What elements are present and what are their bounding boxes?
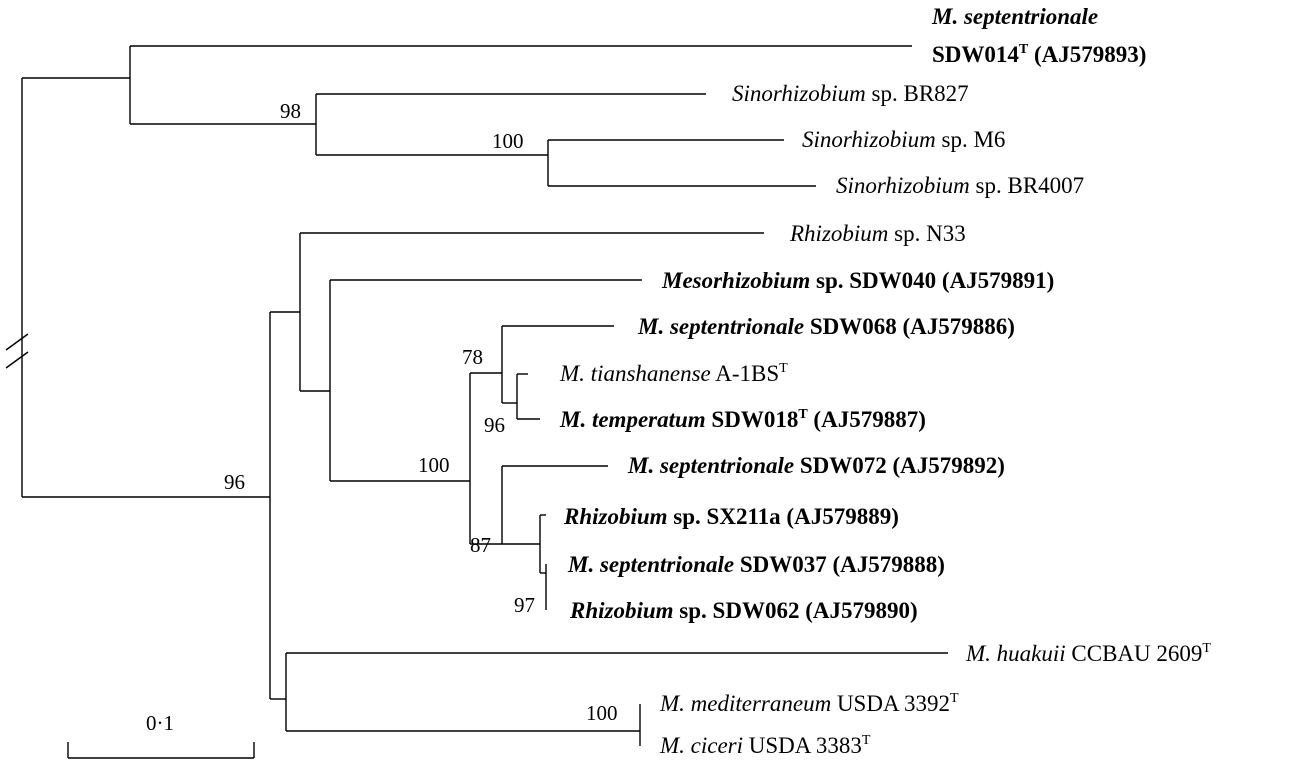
taxon-label: M. septentrionale SDW072 (AJ579892): [627, 453, 1005, 478]
bootstrap-value: 97: [514, 593, 535, 617]
taxon-label: Sinorhizobium sp. M6: [802, 127, 1005, 152]
taxon-label: Sinorhizobium sp. BR4007: [836, 173, 1084, 198]
bootstrap-value: 100: [492, 129, 524, 153]
taxon-labels: M. septentrionale SDW014T (AJ579893) Sin…: [559, 4, 1211, 758]
taxon-label: Rhizobium sp. N33: [789, 221, 966, 246]
bootstrap-values: 98 100 78 96 100 87 97 96 100: [224, 99, 618, 725]
branch-break-mark: [5, 351, 29, 369]
taxon-label: Rhizobium sp. SDW062 (AJ579890): [569, 598, 918, 623]
bootstrap-value: 87: [470, 533, 491, 557]
bootstrap-value: 100: [418, 453, 450, 477]
bootstrap-value: 96: [484, 413, 505, 437]
taxon-label: M. septentrionale SDW037 (AJ579888): [567, 552, 945, 577]
branch-break-mark: [5, 333, 29, 351]
scale-bar: 0·1: [67, 711, 255, 759]
scale-bar-label: 0·1: [146, 711, 174, 735]
upper-clade-branches: [129, 45, 912, 187]
taxon-label: SDW014T (AJ579893): [932, 42, 1146, 67]
taxon-label: Mesorhizobium sp. SDW040 (AJ579891): [661, 268, 1054, 293]
bootstrap-value: 96: [224, 470, 245, 494]
lower-clade-branches: [269, 232, 948, 746]
taxon-label: M. ciceri USDA 3383T: [659, 733, 871, 758]
bootstrap-value: 98: [280, 99, 301, 123]
bootstrap-value: 78: [462, 345, 483, 369]
taxon-label: M. tianshanense A-1BST: [559, 361, 788, 386]
taxon-label: M. mediterraneum USDA 3392T: [659, 691, 959, 716]
taxon-label: M. septentrionale: [931, 4, 1098, 29]
taxon-label: M. huakuii CCBAU 2609T: [965, 641, 1211, 666]
tree-root: [5, 77, 270, 498]
bootstrap-value: 100: [586, 701, 618, 725]
taxon-label: M. septentrionale SDW068 (AJ579886): [637, 314, 1015, 339]
taxon-label: M. temperatum SDW018T (AJ579887): [559, 407, 926, 432]
taxon-label: Rhizobium sp. SX211a (AJ579889): [563, 504, 899, 529]
taxon-label: Sinorhizobium sp. BR827: [732, 81, 969, 106]
